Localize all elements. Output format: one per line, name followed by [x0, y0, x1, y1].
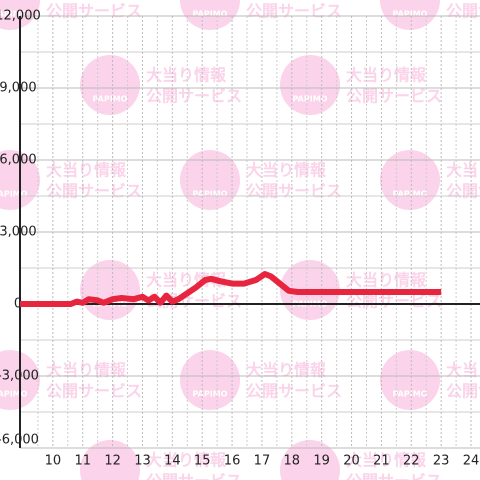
watermark-line1: 大当り情報 [246, 161, 327, 180]
x-tick-label: 12 [104, 454, 121, 469]
watermark-brand: PAPIMO [193, 10, 228, 19]
x-tick-label: 17 [254, 454, 271, 469]
watermark-circle [380, 350, 440, 410]
watermark-circle [180, 150, 240, 210]
watermark-line1: 大当り情報 [146, 451, 227, 470]
x-tick-label: 11 [74, 454, 91, 469]
watermark-brand: PAPIMO [393, 390, 428, 399]
watermark-circle [280, 55, 340, 115]
watermark-line1: 大当り情報 [46, 161, 127, 180]
y-tick-label: 6,000 [0, 153, 37, 168]
y-tick-label: 9,000 [0, 81, 37, 96]
watermark-circle [80, 440, 140, 480]
x-tick-label: 24 [463, 454, 480, 469]
watermark-line1: 大当り情報 [446, 161, 480, 180]
watermark-line2: 公開サービス [246, 182, 342, 201]
watermark-line2: 公開サービス [446, 2, 480, 21]
x-tick-label: 23 [433, 454, 450, 469]
watermark-line2: 公開サービス [446, 182, 480, 201]
watermark-line2: 公開サービス [46, 382, 142, 401]
watermark-brand: PAPIMO [0, 10, 28, 19]
x-tick-label: 19 [313, 454, 330, 469]
x-tick-label: 20 [343, 454, 360, 469]
x-tick-label: 15 [194, 454, 211, 469]
watermark-circle [180, 0, 240, 30]
watermark-brand: PAPIMO [393, 10, 428, 19]
watermark-brand: PAPIMO [193, 190, 228, 199]
watermark-circle [380, 150, 440, 210]
watermark-line2: 公開サービス [146, 87, 242, 106]
x-tick-label: 13 [134, 454, 151, 469]
watermark-line1: 大当り情報 [446, 361, 480, 380]
watermark-brand: PAPIMO [0, 390, 28, 399]
watermark-line1: 大当り情報 [146, 66, 227, 85]
x-tick-label: 18 [284, 454, 301, 469]
watermark-line1: 大当り情報 [146, 271, 227, 290]
watermark-brand: PAPIMO [0, 190, 28, 199]
watermark-brand: PAPIMO [93, 95, 128, 104]
x-tick-label: 22 [403, 454, 420, 469]
watermark-circle [180, 350, 240, 410]
watermark-circle [280, 440, 340, 480]
y-tick-label: 0 [14, 297, 22, 312]
y-tick-label: 3,000 [0, 225, 37, 240]
watermark-line2: 公開サービス [246, 2, 342, 21]
watermark-brand: PAPIMO [193, 390, 228, 399]
watermark-line2: 公開サービス [146, 472, 242, 480]
x-tick-label: 10 [45, 454, 62, 469]
watermark-line1: 大当り情報 [246, 361, 327, 380]
x-tick-label: 21 [373, 454, 390, 469]
watermark-line2: 公開サービス [346, 472, 442, 480]
watermark-line2: 公開サービス [346, 87, 442, 106]
watermark-line2: 公開サービス [346, 292, 442, 311]
watermark-line1: 大当り情報 [46, 361, 127, 380]
watermark-brand: PAPIMO [293, 95, 328, 104]
watermark-circle [380, 0, 440, 30]
watermark-brand: PAPIMO [393, 190, 428, 199]
watermark-line2: 公開サービス [446, 382, 480, 401]
watermark-circle [80, 260, 140, 320]
watermark-line1: 大当り情報 [346, 451, 427, 470]
watermark-line1: 大当り情報 [346, 271, 427, 290]
data-line [20, 271, 442, 307]
watermark-line1: 大当り情報 [346, 66, 427, 85]
watermark-circle [0, 0, 40, 30]
x-tick-label: 16 [224, 454, 241, 469]
watermark-line2: 公開サービス [246, 382, 342, 401]
watermark-circle [80, 55, 140, 115]
x-tick-label: 14 [164, 454, 181, 469]
